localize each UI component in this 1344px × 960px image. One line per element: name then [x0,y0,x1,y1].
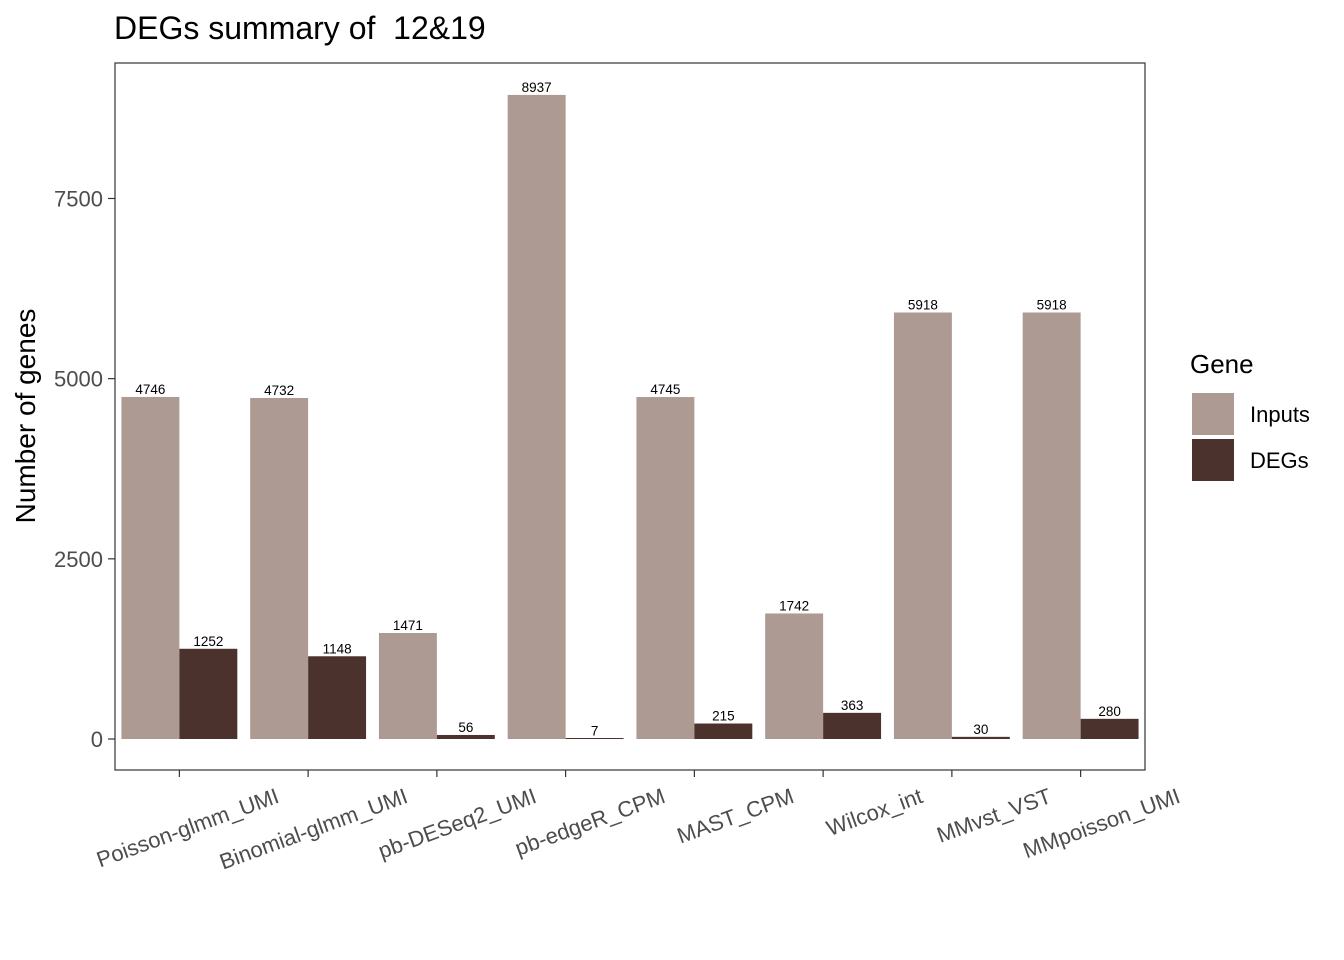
y-tick-label: 7500 [54,186,103,211]
y-tick-label: 2500 [54,547,103,572]
bar-degs-3 [436,734,495,740]
x-tick-label: MAST_CPM [674,783,797,848]
legend-label-inputs: Inputs [1250,402,1310,427]
legend-title: Gene [1190,349,1254,379]
data-label: 4746 [135,382,165,397]
data-label: 215 [712,709,735,724]
legend: Gene Inputs DEGs [1190,349,1310,481]
bar-inputs-3 [378,632,437,740]
data-label: 8937 [522,80,552,95]
bar-inputs-4 [507,94,566,740]
data-label: 56 [458,720,473,735]
data-label: 1471 [393,618,423,633]
y-tick-label: 0 [91,727,103,752]
bar-degs-4 [565,738,624,740]
bar-inputs-8 [1022,312,1081,740]
legend-label-degs: DEGs [1250,448,1309,473]
legend-key-inputs [1192,393,1234,435]
bar-degs-1 [179,648,238,740]
data-label: 30 [973,722,988,737]
y-axis-title: Number of genes [10,309,41,524]
bar-degs-7 [951,736,1010,740]
chart-title: DEGs summary of 12&19 [114,10,486,46]
bar-inputs-2 [250,397,309,740]
bar-degs-8 [1080,718,1139,740]
bar-inputs-5 [636,397,695,740]
plot-area: 025005000750047461252Poisson-glmm_UMI473… [54,62,1183,874]
plot-panel-border [114,62,1146,771]
bar-inputs-6 [765,613,824,740]
bar-inputs-7 [893,312,952,740]
data-label: 1148 [323,641,352,656]
data-label: 4732 [264,383,294,398]
data-label: 5918 [1037,298,1067,313]
data-label: 7 [591,724,599,739]
x-tick-label: Wilcox_int [823,783,926,841]
data-label: 4745 [650,382,680,397]
data-label: 5918 [908,298,938,313]
bar-degs-5 [694,723,753,740]
bar-degs-2 [308,656,367,740]
bar-inputs-1 [121,396,180,740]
y-tick-label: 5000 [54,367,103,392]
data-label: 1252 [193,634,223,649]
legend-key-degs [1192,439,1234,481]
data-label: 280 [1098,704,1121,719]
data-label: 363 [841,698,864,713]
data-label: 1742 [779,598,809,613]
bar-degs-6 [823,712,882,740]
